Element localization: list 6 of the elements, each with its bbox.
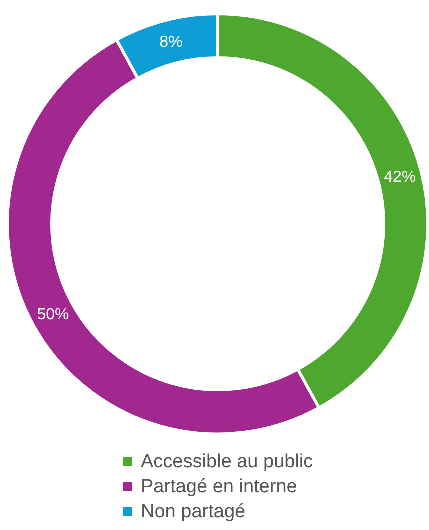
legend-label: Non partagé — [141, 502, 246, 522]
legend-label: Partagé en interne — [141, 476, 298, 498]
data-label: 50% — [37, 306, 70, 324]
legend-label: Accessible au public — [141, 452, 314, 472]
data-label: 42% — [384, 169, 416, 186]
data-label: 8% — [160, 34, 183, 51]
